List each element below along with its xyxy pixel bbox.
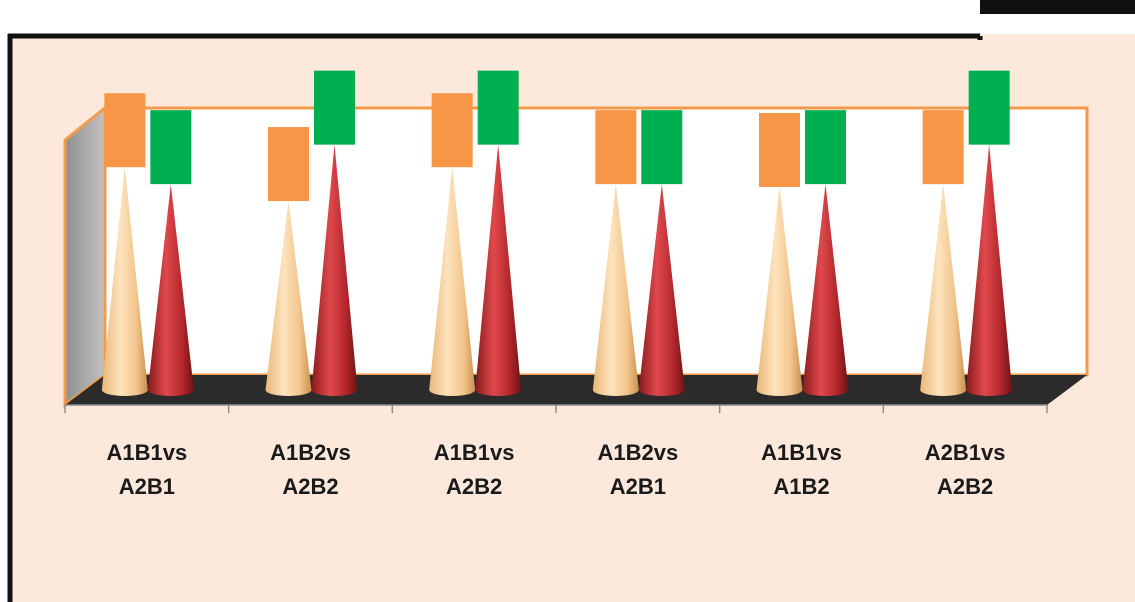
- cone-series2: [475, 144, 522, 396]
- category-label: A1B1vs A2B1: [106, 440, 187, 499]
- category-label: A2B1vs A2B2: [925, 440, 1006, 499]
- data-label-box-series1: [268, 127, 309, 202]
- data-label-box-series1: [595, 110, 637, 185]
- cone-series1: [592, 184, 639, 396]
- category-label-line: A1B1vs: [434, 440, 515, 465]
- category-label-line: A1B2vs: [270, 440, 351, 465]
- cone-series2: [638, 184, 685, 396]
- category-label-line: A2B1: [119, 474, 175, 499]
- top-right-bar: [980, 0, 1135, 14]
- data-labels: [104, 70, 1010, 202]
- data-label-box-series2: [641, 110, 683, 185]
- category-label-line: A2B2: [446, 474, 502, 499]
- data-label-box-series1: [922, 110, 964, 185]
- category-label: A1B2vs A2B1: [597, 440, 678, 499]
- category-label-line: A1B2vs: [597, 440, 678, 465]
- data-label-box-series2: [314, 70, 355, 145]
- cones: [101, 144, 1013, 396]
- data-label-box-series1: [431, 93, 473, 168]
- category-label-line: A2B2: [282, 474, 338, 499]
- category-label-line: A1B1vs: [106, 440, 187, 465]
- category-label-line: A2B2: [937, 474, 993, 499]
- data-label-box-series1: [104, 93, 146, 168]
- data-label-box-series2: [805, 110, 846, 185]
- category-label-line: A2B1: [610, 474, 666, 499]
- category-label-line: A2B1vs: [925, 440, 1006, 465]
- cone-series1: [756, 186, 803, 396]
- cone-series1: [265, 201, 312, 396]
- data-label-box-series2: [150, 110, 192, 185]
- category-label-line: A1B1vs: [761, 440, 842, 465]
- cone-series1: [920, 184, 967, 396]
- data-label-box-series2: [968, 70, 1010, 145]
- category-label-line: A1B2: [773, 474, 829, 499]
- cone-series2: [966, 144, 1013, 396]
- x-axis: [64, 404, 1048, 413]
- cone-series2: [147, 184, 194, 396]
- category-labels: A1B1vs A2B1 A1B2vs A2B2 A1B1vs A2B2 A1B2vs A2B1…: [106, 440, 1005, 499]
- cone-series1: [101, 167, 148, 396]
- category-label: A1B2vs A2B2: [270, 440, 351, 499]
- data-label-box-series2: [477, 70, 519, 145]
- data-label-box-series1: [759, 112, 800, 187]
- category-label: A1B1vs A1B2: [761, 440, 842, 499]
- cone-series2: [311, 144, 358, 396]
- cone-series1: [429, 167, 476, 396]
- category-label: A1B1vs A2B2: [434, 440, 515, 499]
- side-wall: [63, 104, 107, 408]
- cone-series2: [802, 184, 849, 396]
